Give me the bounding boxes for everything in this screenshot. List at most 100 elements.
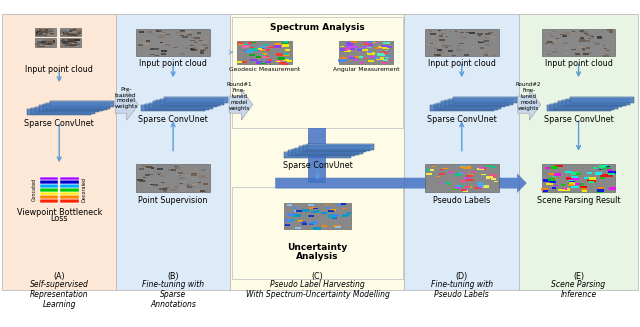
- Bar: [139, 181, 142, 182]
- Bar: [45, 42, 49, 43]
- Bar: [452, 55, 456, 57]
- FancyBboxPatch shape: [116, 14, 230, 290]
- Bar: [44, 45, 47, 46]
- Text: Decoraled: Decoraled: [82, 177, 86, 202]
- Bar: [150, 54, 156, 56]
- Bar: [486, 176, 493, 179]
- Bar: [572, 31, 575, 32]
- Bar: [260, 49, 265, 51]
- Bar: [604, 48, 607, 49]
- Bar: [554, 178, 557, 179]
- Bar: [549, 34, 552, 35]
- Bar: [61, 199, 79, 203]
- Bar: [37, 42, 42, 43]
- Bar: [439, 39, 445, 42]
- Bar: [600, 51, 603, 52]
- Bar: [46, 43, 52, 45]
- Bar: [445, 182, 450, 184]
- Bar: [351, 41, 357, 43]
- Bar: [49, 30, 52, 31]
- Bar: [179, 177, 185, 180]
- FancyBboxPatch shape: [152, 101, 216, 107]
- Bar: [42, 34, 44, 35]
- Bar: [344, 49, 351, 52]
- Bar: [201, 169, 206, 171]
- Bar: [300, 221, 307, 223]
- Bar: [543, 190, 548, 192]
- FancyBboxPatch shape: [566, 99, 630, 100]
- Bar: [143, 177, 146, 178]
- FancyBboxPatch shape: [148, 103, 212, 109]
- Bar: [72, 40, 77, 43]
- Bar: [166, 34, 170, 35]
- FancyBboxPatch shape: [2, 14, 116, 290]
- Bar: [49, 30, 53, 31]
- Bar: [47, 28, 52, 30]
- Bar: [581, 31, 587, 33]
- Bar: [458, 185, 463, 187]
- Bar: [67, 35, 70, 36]
- Bar: [38, 44, 44, 46]
- FancyBboxPatch shape: [339, 41, 393, 64]
- Bar: [203, 183, 208, 185]
- Bar: [369, 44, 372, 45]
- Bar: [45, 33, 48, 34]
- Bar: [191, 37, 194, 38]
- Bar: [70, 42, 74, 43]
- Bar: [174, 166, 178, 167]
- Bar: [48, 45, 53, 47]
- Bar: [586, 34, 589, 36]
- Bar: [43, 45, 49, 47]
- Bar: [478, 35, 481, 36]
- Bar: [610, 51, 613, 52]
- Bar: [67, 44, 72, 46]
- Bar: [280, 62, 285, 64]
- Bar: [321, 212, 328, 214]
- Bar: [150, 174, 154, 175]
- Bar: [604, 55, 609, 57]
- Bar: [313, 227, 317, 229]
- Bar: [257, 48, 262, 50]
- Bar: [47, 41, 51, 42]
- Bar: [491, 179, 497, 180]
- Bar: [36, 33, 42, 35]
- FancyBboxPatch shape: [230, 14, 404, 290]
- Bar: [568, 182, 575, 184]
- Bar: [340, 203, 346, 205]
- Bar: [469, 32, 475, 34]
- Bar: [188, 186, 192, 188]
- FancyBboxPatch shape: [27, 109, 92, 115]
- Bar: [67, 43, 70, 44]
- Bar: [73, 32, 76, 33]
- Bar: [72, 31, 77, 33]
- FancyBboxPatch shape: [438, 103, 502, 104]
- Bar: [554, 185, 558, 186]
- Bar: [439, 173, 445, 175]
- Bar: [477, 185, 481, 186]
- Bar: [294, 211, 297, 212]
- Bar: [428, 30, 431, 31]
- Bar: [67, 34, 72, 36]
- Bar: [64, 33, 68, 35]
- FancyBboxPatch shape: [35, 107, 99, 112]
- Bar: [367, 47, 371, 48]
- FancyBboxPatch shape: [430, 105, 494, 111]
- Bar: [385, 57, 389, 58]
- Bar: [61, 41, 67, 43]
- FancyBboxPatch shape: [550, 104, 614, 105]
- Bar: [449, 172, 453, 173]
- Bar: [568, 184, 573, 186]
- Bar: [483, 185, 490, 188]
- Bar: [180, 35, 184, 36]
- Bar: [64, 44, 67, 45]
- Bar: [564, 188, 570, 191]
- Bar: [46, 31, 51, 33]
- Bar: [190, 40, 195, 42]
- Bar: [74, 44, 78, 45]
- Bar: [40, 188, 58, 192]
- Bar: [588, 179, 596, 182]
- Bar: [47, 43, 51, 45]
- Bar: [68, 42, 72, 44]
- Bar: [580, 37, 584, 39]
- Bar: [599, 169, 604, 170]
